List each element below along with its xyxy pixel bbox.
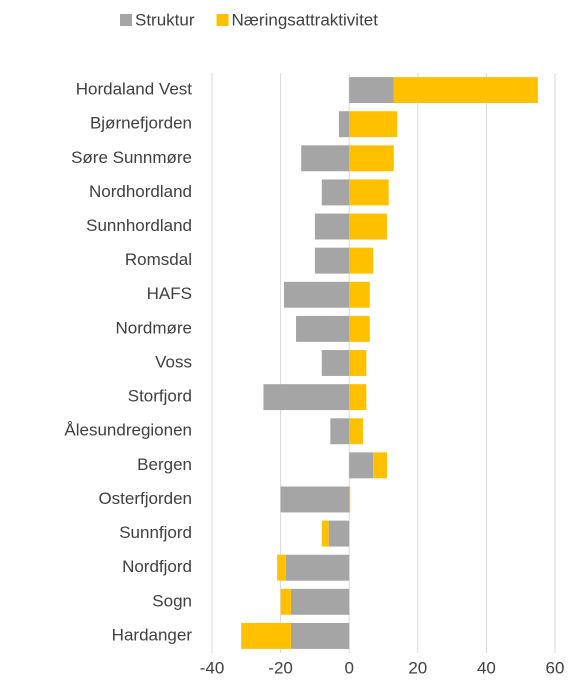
x-tick-label: 0 (344, 658, 353, 677)
bar (321, 350, 350, 376)
x-tick-label: -40 (200, 658, 225, 677)
legend-swatch (120, 14, 132, 26)
y-tick-label: HAFS (147, 284, 192, 303)
y-tick-label: Ålesundregionen (64, 421, 192, 440)
y-tick-label: Hordaland Vest (76, 80, 193, 99)
bar (349, 384, 367, 411)
bar (349, 179, 389, 206)
x-tick-label: -20 (268, 658, 293, 677)
bar (349, 247, 374, 274)
y-tick-label: Sunnhordland (86, 216, 192, 235)
bar (349, 418, 363, 445)
bar (263, 384, 350, 411)
bar (373, 452, 387, 479)
y-tick-label: Sunnfjord (119, 523, 192, 542)
bar (349, 486, 351, 513)
y-tick-label: Osterfjorden (98, 489, 192, 508)
bar (280, 588, 291, 615)
y-tick-label: Søre Sunnmøre (71, 148, 192, 167)
bar (290, 622, 350, 649)
bar (349, 281, 370, 308)
bar (314, 213, 350, 240)
bar (285, 554, 350, 581)
y-tick-label: Voss (155, 352, 192, 371)
legend-swatch (216, 14, 229, 26)
bar (280, 486, 350, 513)
legend-label: Næringsattraktivitet (232, 10, 379, 29)
y-tick-label: Nordfjord (122, 557, 192, 576)
y-tick-label: Romsdal (125, 250, 192, 269)
bar (290, 588, 350, 615)
y-tick-label: Sogn (152, 591, 192, 610)
bar (338, 111, 350, 138)
y-tick-label: Storfjord (128, 387, 192, 406)
bar (284, 281, 350, 308)
x-tick-label: 60 (546, 658, 565, 677)
y-tick-label: Bergen (137, 455, 192, 474)
legend-label: Struktur (135, 10, 195, 29)
bar (349, 452, 374, 479)
bar (321, 520, 329, 547)
bar (330, 418, 350, 445)
bar (296, 315, 350, 342)
x-tick-label: 40 (477, 658, 496, 677)
bar (349, 111, 398, 138)
y-tick-label: Bjørnefjorden (90, 114, 192, 133)
bar (349, 77, 394, 104)
bar (321, 179, 350, 206)
x-tick-label: 20 (408, 658, 427, 677)
bar (349, 145, 394, 172)
bar (241, 622, 291, 649)
bar (349, 315, 370, 342)
bar (393, 77, 538, 104)
y-tick-label: Hardanger (112, 625, 193, 644)
bar (314, 247, 350, 274)
bar (349, 213, 387, 240)
y-tick-label: Nordhordland (89, 182, 192, 201)
bar (349, 350, 367, 376)
bar (301, 145, 350, 172)
bar (277, 554, 286, 581)
bar (328, 520, 350, 547)
y-tick-label: Nordmøre (115, 318, 192, 337)
